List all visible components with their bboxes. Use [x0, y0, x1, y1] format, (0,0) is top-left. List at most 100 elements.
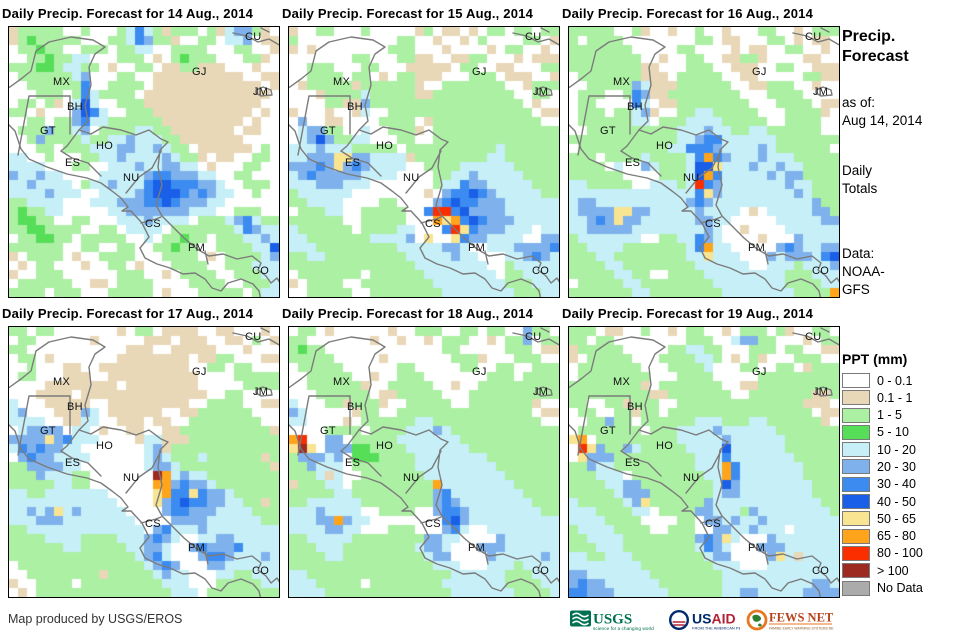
map-label-gt: GT — [600, 125, 616, 137]
panel-title: Daily Precip. Forecast for 14 Aug., 2014 — [2, 6, 254, 21]
fewsnet-logo: FEWS NET FAMINE EARLY WARNING SYSTEMS NE… — [746, 609, 834, 630]
usaid-tagline: FROM THE AMERICAN PEOPLE — [692, 625, 740, 630]
jamaica-coastline — [815, 86, 833, 97]
precip-map-15-aug-2014: CU GJ MX JM BH GT HO ES NU CS PM CO — [288, 26, 560, 298]
map-label-cs: CS — [425, 518, 441, 530]
cuba-coastline-2 — [260, 327, 270, 333]
map-label-gj: GJ — [752, 66, 767, 78]
cuba-coastline — [512, 32, 559, 46]
map-label-mx: MX — [613, 376, 631, 388]
cuba-coastline — [232, 32, 279, 46]
map-label-pm: PM — [188, 242, 206, 254]
map-label-ho: HO — [96, 140, 114, 152]
legend-swatch — [842, 563, 870, 579]
legend-swatch — [842, 476, 870, 492]
legend-swatch — [842, 459, 870, 475]
honduras-elsalvador-border — [620, 450, 662, 477]
map-label-mx: MX — [53, 76, 71, 88]
map-label-pm: PM — [468, 542, 486, 554]
map-label-ho: HO — [376, 140, 394, 152]
mexico-guatemala-border — [297, 95, 351, 156]
mexico-guatemala-border — [297, 395, 351, 456]
honduras-nicaragua-border — [685, 450, 722, 494]
panel-title: Daily Precip. Forecast for 16 Aug., 2014 — [562, 6, 814, 21]
legend-swatch — [842, 424, 870, 440]
legend-row: 80 - 100 — [842, 545, 968, 562]
cuba-coastline-2 — [820, 327, 830, 333]
jamaica-coastline — [535, 86, 553, 97]
caribbean-coastline — [569, 336, 839, 584]
map-label-gj: GJ — [472, 66, 487, 78]
map-label-ho: HO — [96, 440, 114, 452]
guatemala-honduras-border — [60, 129, 80, 152]
forecast-panel-18-aug-2014: Daily Precip. Forecast for 18 Aug., 2014… — [282, 306, 560, 598]
usgs-logo: USGS science for a changing world — [570, 610, 654, 632]
pacific-coastline — [9, 424, 262, 597]
precip-map-17-aug-2014: CU GJ MX JM BH GT HO ES NU CS PM CO — [8, 326, 280, 598]
usaid-wordmark: USAID — [692, 610, 736, 626]
costarica-panama-border — [204, 250, 209, 265]
nicaragua-costarica-border — [420, 516, 442, 524]
map-label-mx: MX — [53, 376, 71, 388]
honduras-elsalvador-border — [620, 150, 662, 177]
honduras-elsalvador-border — [60, 450, 102, 477]
map-label-pm: PM — [188, 542, 206, 554]
map-label-es: ES — [65, 157, 81, 169]
legend-label: 50 - 65 — [877, 511, 916, 526]
guatemala-honduras-border — [340, 429, 360, 452]
legend-row: > 100 — [842, 562, 968, 579]
map-label-nu: NU — [403, 172, 420, 184]
map-label-gt: GT — [40, 125, 56, 137]
map-label-co: CO — [252, 565, 270, 577]
legend-row: 40 - 50 — [842, 493, 968, 510]
map-label-jm: JM — [533, 386, 549, 398]
map-label-co: CO — [532, 265, 550, 277]
map-label-cu: CU — [245, 31, 262, 43]
honduras-nicaragua-border — [405, 150, 442, 194]
map-label-cu: CU — [525, 31, 542, 43]
legend-label: No Data — [877, 581, 923, 596]
forecast-panel-15-aug-2014: Daily Precip. Forecast for 15 Aug., 2014… — [282, 6, 560, 298]
map-label-gt: GT — [600, 425, 616, 437]
map-label-gt: GT — [320, 425, 336, 437]
legend-label: 10 - 20 — [877, 442, 916, 457]
legend-row: 0 - 0.1 — [842, 372, 968, 389]
usgs-wordmark: USGS — [593, 611, 632, 627]
costarica-panama-border — [204, 550, 209, 565]
legend-label: 5 - 10 — [877, 425, 909, 440]
precip-grid-canvas — [289, 27, 559, 297]
guatemala-honduras-border — [620, 429, 640, 452]
map-label-nu: NU — [123, 472, 140, 484]
map-label-gj: GJ — [192, 366, 207, 378]
mexico-guatemala-border — [577, 95, 631, 156]
precip-grid-canvas — [9, 327, 279, 597]
forecast-panel-19-aug-2014: Daily Precip. Forecast for 19 Aug., 2014… — [562, 306, 840, 598]
map-label-cu: CU — [245, 331, 262, 343]
legend-swatch — [842, 390, 870, 406]
map-label-es: ES — [345, 157, 361, 169]
honduras-nicaragua-border — [125, 450, 162, 494]
map-label-nu: NU — [683, 472, 700, 484]
map-label-nu: NU — [403, 472, 420, 484]
precip-map-14-aug-2014: CU GJ MX JM BH GT HO ES NU CS PM CO — [8, 26, 280, 298]
map-label-es: ES — [345, 457, 361, 469]
map-label-bh: BH — [67, 401, 83, 413]
map-label-bh: BH — [627, 101, 643, 113]
jamaica-coastline — [255, 86, 273, 97]
map-label-bh: BH — [347, 401, 363, 413]
cuba-coastline-2 — [820, 27, 830, 33]
precip-grid-canvas — [569, 327, 839, 597]
map-label-jm: JM — [253, 86, 269, 98]
map-label-es: ES — [65, 457, 81, 469]
cuba-coastline — [512, 332, 559, 346]
map-label-nu: NU — [123, 172, 140, 184]
legend-label: > 100 — [877, 563, 909, 578]
precip-grid-canvas — [9, 27, 279, 297]
map-label-es: ES — [625, 157, 641, 169]
legend-row: 20 - 30 — [842, 458, 968, 475]
legend-swatch — [842, 494, 870, 510]
caribbean-coastline — [9, 336, 279, 584]
country-borders-overlay — [569, 327, 839, 597]
map-label-ho: HO — [656, 440, 674, 452]
map-label-mx: MX — [333, 376, 351, 388]
